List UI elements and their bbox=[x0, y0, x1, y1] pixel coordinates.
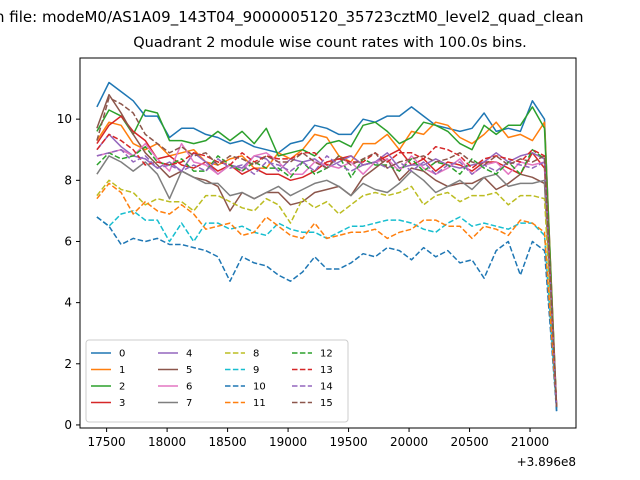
legend-label-4: 4 bbox=[186, 349, 192, 360]
y-tick-label: 8 bbox=[64, 173, 72, 187]
legend-label-11: 11 bbox=[253, 398, 266, 409]
legend-label-8: 8 bbox=[253, 349, 259, 360]
plot-frame bbox=[79, 57, 577, 429]
legend-label-6: 6 bbox=[186, 382, 192, 393]
series-line-13 bbox=[96, 133, 558, 407]
legend-label-9: 9 bbox=[253, 365, 259, 376]
x-offset-label: +3.896e8 bbox=[517, 455, 576, 469]
series-line-15 bbox=[96, 97, 558, 407]
series-line-14 bbox=[96, 148, 558, 409]
series-line-2 bbox=[96, 106, 558, 407]
x-tick-label: 20000 bbox=[390, 435, 428, 449]
x-axis: 17500 18000 18500 19000 19500 20000 20500 21000 bbox=[88, 428, 549, 449]
y-tick-label: 10 bbox=[57, 112, 72, 126]
legend-label-10: 10 bbox=[253, 382, 266, 393]
y-tick-label: 2 bbox=[64, 357, 72, 371]
series-line-3 bbox=[96, 115, 558, 409]
series-line-0 bbox=[96, 81, 558, 412]
series-layer bbox=[96, 81, 558, 412]
page-title: n file: modeM0/AS1A09_143T04_9000005120_… bbox=[0, 8, 584, 26]
legend-label-3: 3 bbox=[119, 398, 125, 409]
legend-label-7: 7 bbox=[186, 398, 192, 409]
legend-label-13: 13 bbox=[320, 365, 333, 376]
x-tick-label: 20500 bbox=[450, 435, 488, 449]
legend-label-12: 12 bbox=[320, 349, 333, 360]
x-tick-label: 18000 bbox=[148, 435, 186, 449]
chart-title: Quadrant 2 module wise count rates with … bbox=[133, 35, 527, 51]
legend-label-5: 5 bbox=[186, 365, 192, 376]
x-tick-label: 21000 bbox=[511, 435, 549, 449]
legend-label-1: 1 bbox=[119, 365, 125, 376]
y-tick-label: 0 bbox=[64, 418, 72, 432]
legend-label-2: 2 bbox=[119, 382, 125, 393]
legend-box bbox=[85, 339, 349, 423]
y-axis: 0 2 4 6 8 10 bbox=[57, 112, 80, 432]
series-line-7 bbox=[96, 155, 558, 409]
series-line-11 bbox=[96, 182, 558, 407]
series-line-5 bbox=[96, 93, 558, 409]
x-tick-label: 17500 bbox=[88, 435, 126, 449]
legend-label-14: 14 bbox=[320, 382, 333, 393]
x-tick-label: 19000 bbox=[269, 435, 307, 449]
series-line-10 bbox=[96, 216, 558, 412]
legend-label-0: 0 bbox=[119, 349, 125, 360]
series-line-8 bbox=[96, 179, 558, 409]
y-tick-label: 6 bbox=[64, 234, 72, 248]
x-tick-label: 18500 bbox=[208, 435, 246, 449]
series-line-1 bbox=[96, 121, 558, 407]
x-tick-label: 19500 bbox=[329, 435, 367, 449]
y-tick-label: 4 bbox=[64, 296, 72, 310]
legend-label-15: 15 bbox=[320, 398, 333, 409]
